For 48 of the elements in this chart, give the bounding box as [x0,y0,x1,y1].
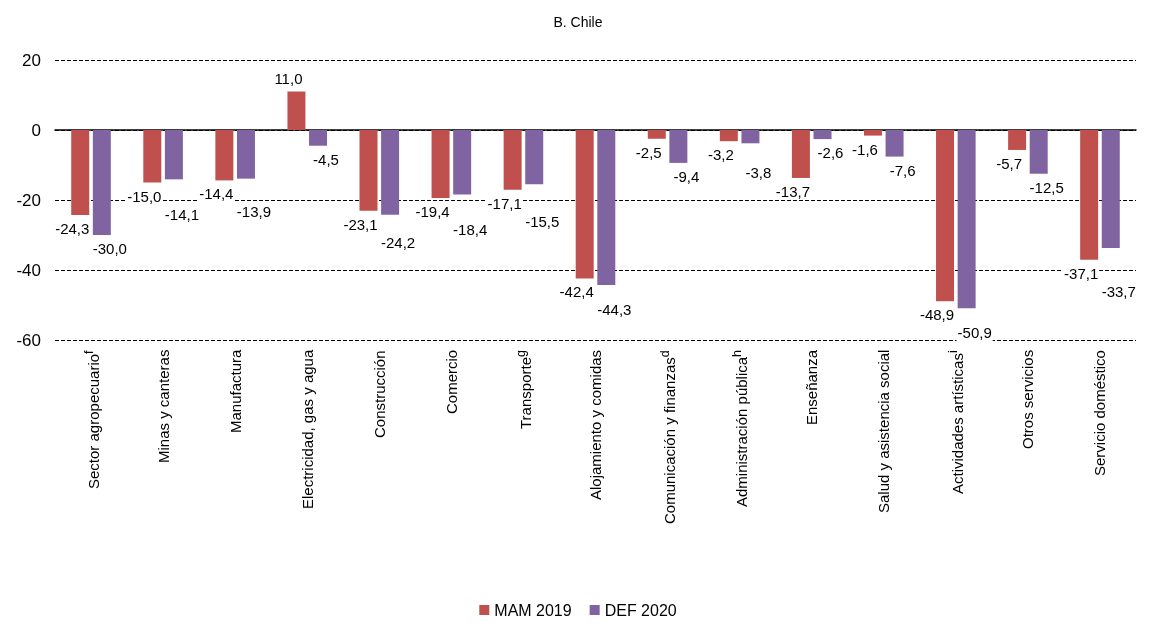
data-label: -15,5 [525,212,560,230]
data-label: -42,4 [559,283,594,301]
data-label: -14,1 [164,205,199,223]
x-tick-label: Enseñanza [803,349,821,425]
data-label: -48,9 [919,306,955,324]
data-label: -50,9 [957,324,992,342]
data-label: -1,6 [852,140,878,158]
y-tick-label: -20 [16,190,41,210]
data-label: -9,4 [673,167,700,185]
data-label: 11,0 [274,69,303,87]
x-tick-label: Otros servicios [1019,349,1037,449]
legend-label: MAM 2019 [494,601,572,619]
data-label: -7,6 [889,161,916,179]
x-tick-label: Electricidad, gas y agua [298,349,316,509]
data-label: -17,1 [487,194,522,212]
y-tick-label: 20 [22,50,41,70]
data-label: -2,5 [635,143,662,161]
data-label: -5,7 [996,154,1023,172]
chart-title: B. Chile [553,14,603,30]
data-label: -2,6 [817,144,844,162]
data-label: -23,1 [343,215,378,233]
data-label: -4,5 [313,150,339,168]
data-label: -13,7 [775,182,810,200]
x-tick-label: Manufactura [226,349,244,433]
data-label: -12,5 [1029,178,1064,196]
data-label: -24,3 [55,220,90,238]
x-tick-label: Construcción [370,350,388,438]
data-label: -3,8 [745,164,772,182]
data-label: -24,2 [381,233,416,251]
data-label: -37,1 [1064,264,1099,282]
data-label: -33,7 [1101,282,1136,300]
x-tick-label: Comercio [442,349,460,414]
x-tick-label: Minas y canteras [154,349,172,463]
x-tick-label: Servicio doméstico [1091,350,1109,476]
data-label: -18,4 [453,220,488,238]
data-label: -30,0 [92,240,127,257]
x-tick-label: Alojamiento y comidas [587,349,604,500]
y-tick-label: -40 [16,260,41,280]
legend-label: DEF 2020 [604,601,677,619]
data-label: -15,0 [127,187,162,205]
x-tick-label: Salud y asistencia social [875,349,893,513]
data-label: -44,3 [597,301,632,319]
y-tick-label: 0 [31,120,41,140]
data-label: -19,4 [415,202,450,220]
data-label: -13,9 [236,203,272,221]
data-label: -3,2 [707,146,734,164]
data-label: -14,4 [199,185,234,203]
y-tick-label: -60 [16,330,41,350]
